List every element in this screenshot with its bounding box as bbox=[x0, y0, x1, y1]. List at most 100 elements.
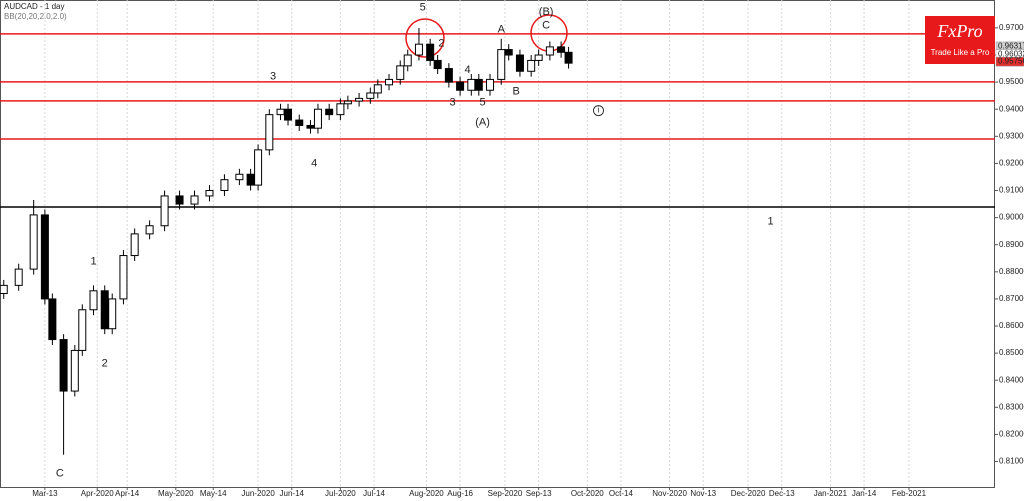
candle-body bbox=[456, 81, 465, 91]
candle-body bbox=[284, 108, 293, 121]
logo-box bbox=[925, 16, 995, 64]
x-tick-label: Mar-13 bbox=[32, 489, 58, 498]
candle-body bbox=[515, 54, 524, 72]
candle-body bbox=[59, 339, 68, 392]
candle-body bbox=[246, 173, 255, 186]
wave-label: 5 bbox=[479, 97, 485, 109]
candle-body bbox=[504, 49, 513, 56]
candle-body bbox=[564, 51, 573, 64]
logo-name: FxPro bbox=[936, 21, 982, 41]
wave-label: C bbox=[542, 20, 550, 32]
price-tag-label: 0.95756 bbox=[998, 57, 1024, 66]
price-tag-label: 0.96317 bbox=[998, 42, 1024, 51]
x-tick-label: Sep-2020 bbox=[488, 489, 523, 498]
candle-body bbox=[355, 97, 364, 102]
x-tick-label: Jul-2020 bbox=[325, 489, 356, 498]
wave-label: 4 bbox=[311, 158, 317, 170]
candle-body bbox=[325, 108, 334, 116]
candle-body bbox=[190, 195, 199, 205]
x-tick-label: Jun-2020 bbox=[241, 489, 275, 498]
candle-body bbox=[433, 59, 442, 70]
wave-label: 5 bbox=[420, 1, 426, 13]
x-tick-label: Jan-2021 bbox=[814, 489, 848, 498]
candle-body bbox=[343, 100, 352, 105]
x-tick-label: Aug-2020 bbox=[409, 489, 444, 498]
wave-label: 4 bbox=[465, 64, 471, 76]
candle-body bbox=[48, 298, 57, 341]
candle-body bbox=[497, 49, 506, 80]
candle-body bbox=[474, 78, 483, 91]
wave-label: (A) bbox=[475, 117, 490, 129]
candle-body bbox=[467, 78, 476, 91]
candle-body bbox=[175, 195, 184, 205]
candle-body bbox=[220, 179, 229, 192]
x-tick-label: Oct-2020 bbox=[571, 489, 604, 498]
chart-title: AUDCAD - 1 day bbox=[4, 2, 64, 11]
x-tick-label: Sep-13 bbox=[526, 489, 552, 498]
candle-body bbox=[403, 54, 412, 67]
candle-body bbox=[78, 309, 87, 351]
wave-label: (B) bbox=[539, 6, 554, 18]
x-tick-label: Aug-16 bbox=[447, 489, 473, 498]
wave-label: i bbox=[598, 106, 600, 115]
candle-body bbox=[426, 43, 435, 61]
candle-body bbox=[14, 268, 23, 286]
candle-body bbox=[265, 114, 274, 151]
x-tick-label: Apr-2020 bbox=[81, 489, 114, 498]
candle-body bbox=[306, 124, 315, 129]
x-tick-label: Jan-14 bbox=[852, 489, 877, 498]
candle-body bbox=[108, 298, 117, 330]
x-tick-label: Jun-14 bbox=[280, 489, 305, 498]
wave-label: 1 bbox=[90, 255, 96, 267]
x-tick-label: Jul-14 bbox=[363, 489, 385, 498]
logo-tagline: Trade Like a Pro bbox=[931, 48, 990, 57]
price-tag-label: 0.96032 bbox=[998, 49, 1024, 58]
candle-body bbox=[366, 92, 375, 99]
candle-body bbox=[534, 54, 543, 61]
candle-body bbox=[486, 78, 495, 91]
wave-label: 3 bbox=[450, 97, 456, 109]
candle-body bbox=[527, 59, 536, 72]
candle-body bbox=[545, 46, 554, 56]
highlight-circle bbox=[405, 18, 445, 58]
wave-label: 3 bbox=[270, 70, 276, 82]
x-tick-label: Apr-14 bbox=[115, 489, 140, 498]
candle-body bbox=[295, 119, 304, 126]
wave-label: 2 bbox=[102, 357, 108, 369]
candle-body bbox=[0, 284, 8, 295]
candle-body bbox=[160, 195, 169, 227]
x-tick-label: May-2020 bbox=[158, 489, 194, 498]
annotation-circle bbox=[592, 105, 604, 117]
candle-body bbox=[385, 78, 394, 86]
candle-body bbox=[313, 108, 322, 129]
candle-body bbox=[557, 46, 566, 53]
price-tag bbox=[995, 56, 1024, 67]
wave-label: 2 bbox=[438, 38, 444, 50]
candle-body bbox=[40, 214, 49, 300]
candle-body bbox=[414, 43, 423, 56]
candle-body bbox=[396, 65, 405, 80]
x-tick-label: Nov-2020 bbox=[652, 489, 687, 498]
x-tick-label: Dec-2020 bbox=[731, 489, 766, 498]
x-tick-label: Oct-14 bbox=[609, 489, 634, 498]
x-tick-label: Nov-13 bbox=[690, 489, 716, 498]
candle-body bbox=[205, 190, 214, 197]
wave-label: 1 bbox=[768, 216, 774, 228]
candle-body bbox=[336, 103, 345, 116]
candle-body bbox=[276, 108, 285, 116]
x-tick-label: Dec-13 bbox=[769, 489, 795, 498]
